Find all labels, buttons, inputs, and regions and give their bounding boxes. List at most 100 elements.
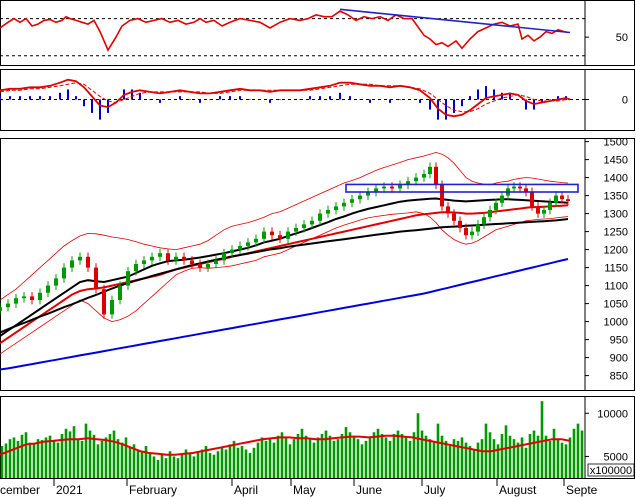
candle-body: [422, 174, 426, 178]
volume-bar: [252, 447, 256, 478]
macd-histogram-bar: [179, 96, 181, 100]
macd-histogram-bar: [91, 99, 93, 113]
candle-body: [536, 206, 540, 214]
macd-histogram-bar: [477, 89, 479, 100]
macd-histogram-bar: [279, 99, 281, 100]
price-tick-label: 1050: [604, 299, 628, 311]
macd-histogram-bar: [9, 96, 11, 100]
macd-histogram-bar: [29, 96, 31, 100]
candle-body: [530, 192, 534, 207]
macd-histogram-bar: [229, 96, 231, 100]
candle-body: [198, 264, 202, 268]
candle-body: [54, 278, 58, 286]
macd-histogram-bar: [49, 96, 51, 100]
volume-bar: [304, 435, 308, 478]
volume-bar: [204, 446, 208, 478]
volume-bar: [264, 440, 268, 478]
candle-body: [214, 260, 218, 264]
macd-histogram-bar: [319, 96, 321, 100]
volume-bar: [232, 440, 236, 478]
volume-bar: [228, 444, 232, 478]
volume-bar: [196, 451, 200, 478]
macd-histogram-bar: [239, 96, 241, 100]
volume-bar: [576, 423, 580, 478]
candle-body: [414, 177, 418, 182]
macd-histogram-bar: [159, 99, 161, 103]
price-moving-average-line: [0, 204, 569, 345]
macd-histogram-bar: [249, 99, 251, 100]
volume-bar: [432, 442, 436, 478]
volume-bar: [456, 440, 460, 478]
candle-body: [342, 202, 346, 207]
volume-bar: [468, 446, 472, 478]
candle-body: [566, 199, 570, 201]
volume-bar: [256, 442, 260, 478]
x-axis-label: June: [356, 483, 382, 497]
candle-body: [390, 186, 394, 189]
volume-bar: [40, 440, 44, 478]
candle-body: [482, 217, 486, 225]
volume-bar: [320, 433, 324, 478]
candle-body: [542, 210, 546, 214]
price-tick-label: 1400: [604, 173, 628, 185]
volume-bar: [248, 452, 252, 478]
macd-histogram-bar: [549, 99, 551, 100]
candle-body: [440, 184, 444, 207]
volume-bar: [76, 439, 80, 478]
candle-body: [222, 253, 226, 261]
candle-body: [230, 249, 234, 254]
candle-body: [434, 166, 438, 185]
volume-bar: [220, 447, 224, 478]
volume-bar: [444, 440, 448, 478]
candle-body: [366, 192, 370, 196]
volume-bar: [384, 437, 388, 478]
macd-histogram-bar: [83, 99, 85, 107]
macd-histogram-bar: [209, 99, 211, 100]
volume-bar: [528, 433, 532, 478]
macd-histogram-bar: [139, 92, 141, 100]
candle-body: [118, 285, 122, 300]
volume-bar: [540, 401, 544, 478]
price-tick-label: 1100: [604, 281, 628, 293]
volume-bar: [464, 442, 468, 478]
volume-bar: [8, 439, 12, 478]
macd-histogram-bar: [389, 99, 391, 103]
candle-body: [70, 260, 74, 268]
volume-bar: [188, 452, 192, 478]
volume-bar: [552, 428, 556, 478]
macd-histogram-bar: [359, 99, 361, 100]
volume-ma-line: [0, 434, 571, 456]
candle-body: [286, 231, 290, 239]
volume-bar: [160, 454, 164, 478]
candle-body: [142, 260, 146, 264]
price-tick-label: 1450: [604, 155, 628, 167]
volume-bar: [128, 447, 132, 478]
volume-bar: [20, 434, 24, 478]
macd-histogram-bar: [329, 96, 331, 100]
candle-body: [182, 256, 186, 261]
volume-bar: [92, 434, 96, 478]
price-tick-label: 1350: [604, 191, 628, 203]
x-axis-label: Septe: [566, 483, 598, 497]
volume-bar: [184, 449, 188, 478]
volume-bar: [504, 425, 508, 478]
volume-bar: [460, 437, 464, 478]
x-axis-label: April: [234, 483, 258, 497]
volume-bar: [308, 439, 312, 478]
candle-body: [548, 202, 552, 210]
volume-bar: [72, 426, 76, 478]
volume-bar: [412, 432, 416, 478]
volume-bar: [532, 430, 536, 478]
volume-bar: [316, 437, 320, 478]
volume-bar: [344, 427, 348, 478]
rsi-frame: [0, 0, 635, 66]
candle-body: [464, 228, 468, 236]
candle-body: [452, 213, 456, 221]
volume-bar: [84, 423, 88, 478]
volume-bar: [400, 433, 404, 478]
candle-body: [524, 188, 528, 192]
candle-body: [0, 307, 2, 311]
macd-histogram-bar: [19, 96, 21, 100]
volume-bar: [408, 440, 412, 478]
macd-histogram-bar: [369, 99, 371, 103]
